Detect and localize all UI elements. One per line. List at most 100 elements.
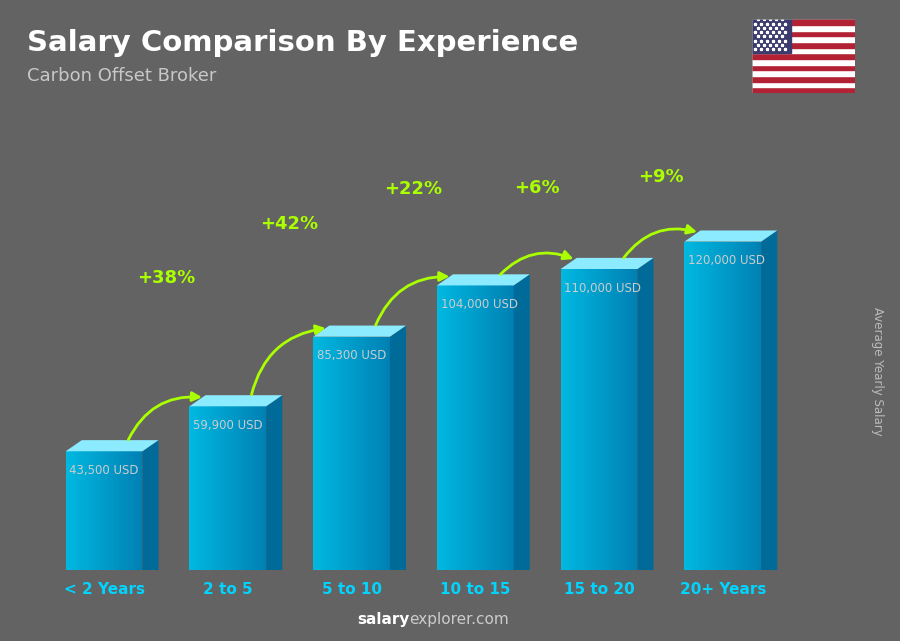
Polygon shape [354,337,356,570]
Polygon shape [386,337,387,570]
Polygon shape [570,269,571,570]
Polygon shape [371,337,372,570]
Polygon shape [704,242,705,570]
Polygon shape [441,285,442,570]
Polygon shape [492,285,493,570]
Polygon shape [198,406,200,570]
Polygon shape [618,269,619,570]
Polygon shape [446,285,447,570]
Polygon shape [637,258,653,570]
Bar [752,71,855,76]
Polygon shape [233,406,234,570]
Polygon shape [243,406,245,570]
Polygon shape [759,242,760,570]
Polygon shape [573,269,575,570]
Polygon shape [85,451,86,570]
Polygon shape [594,269,595,570]
Polygon shape [200,406,201,570]
Bar [752,31,855,37]
Polygon shape [328,337,329,570]
Polygon shape [701,242,702,570]
Polygon shape [80,451,81,570]
Polygon shape [742,242,743,570]
Polygon shape [514,274,530,570]
Polygon shape [224,406,225,570]
Polygon shape [469,285,470,570]
Polygon shape [450,285,451,570]
Polygon shape [746,242,747,570]
Text: +42%: +42% [261,215,319,233]
Polygon shape [561,258,653,269]
Polygon shape [367,337,368,570]
Polygon shape [702,242,704,570]
Polygon shape [219,406,220,570]
Polygon shape [136,451,138,570]
Polygon shape [606,269,607,570]
Polygon shape [760,242,761,570]
Polygon shape [340,337,341,570]
Polygon shape [631,269,633,570]
Polygon shape [109,451,111,570]
Polygon shape [142,440,158,570]
Polygon shape [363,337,365,570]
Polygon shape [265,406,266,570]
Polygon shape [609,269,610,570]
FancyArrowPatch shape [129,393,199,440]
Polygon shape [731,242,732,570]
Polygon shape [99,451,100,570]
Polygon shape [613,269,615,570]
Polygon shape [687,242,688,570]
Polygon shape [457,285,459,570]
Polygon shape [126,451,127,570]
Polygon shape [740,242,741,570]
Polygon shape [349,337,350,570]
Polygon shape [74,451,75,570]
Polygon shape [481,285,482,570]
Polygon shape [313,326,406,337]
Polygon shape [617,269,618,570]
Polygon shape [485,285,487,570]
Polygon shape [581,269,582,570]
Polygon shape [104,451,105,570]
Polygon shape [130,451,132,570]
Polygon shape [203,406,205,570]
Text: 43,500 USD: 43,500 USD [69,464,139,477]
FancyArrowPatch shape [375,272,446,325]
Polygon shape [325,337,326,570]
Polygon shape [220,406,221,570]
Bar [752,47,855,53]
Polygon shape [385,337,386,570]
Polygon shape [502,285,503,570]
Polygon shape [378,337,380,570]
Text: Carbon Offset Broker: Carbon Offset Broker [27,67,216,85]
Polygon shape [621,269,622,570]
Polygon shape [213,406,215,570]
Polygon shape [102,451,103,570]
Polygon shape [451,285,453,570]
Polygon shape [598,269,599,570]
Bar [752,42,855,47]
Polygon shape [713,242,714,570]
Polygon shape [474,285,475,570]
Polygon shape [207,406,209,570]
Polygon shape [761,231,778,570]
Polygon shape [494,285,496,570]
Polygon shape [372,337,374,570]
Polygon shape [260,406,261,570]
Polygon shape [103,451,104,570]
FancyArrowPatch shape [500,251,571,274]
Polygon shape [105,451,106,570]
Text: 85,300 USD: 85,300 USD [317,349,386,362]
Polygon shape [246,406,247,570]
Polygon shape [588,269,589,570]
Polygon shape [584,269,585,570]
Polygon shape [362,337,363,570]
Polygon shape [448,285,450,570]
Polygon shape [316,337,317,570]
Polygon shape [437,274,530,285]
Polygon shape [368,337,370,570]
Polygon shape [733,242,734,570]
Polygon shape [437,285,438,570]
Polygon shape [227,406,228,570]
Polygon shape [117,451,118,570]
